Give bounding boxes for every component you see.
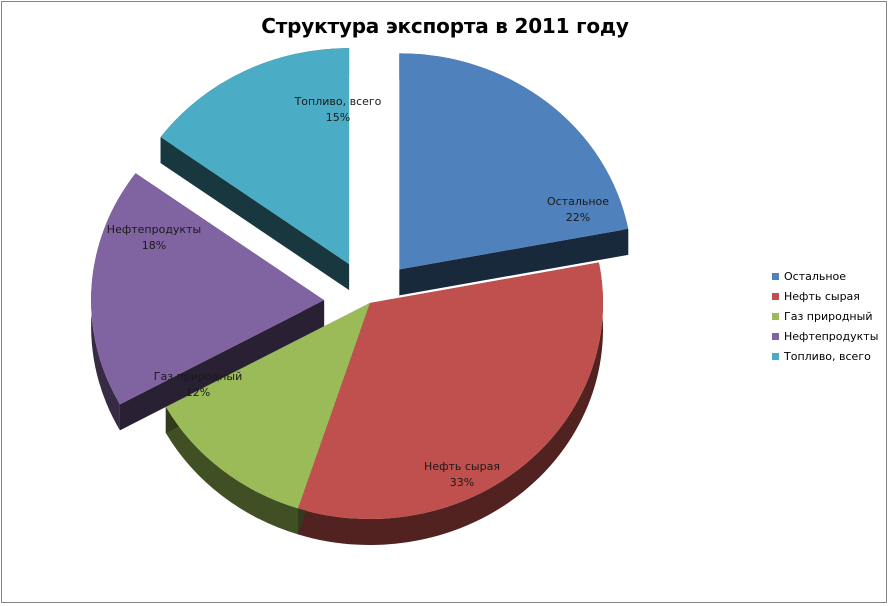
legend-item: Нефтепродукты [772, 326, 878, 346]
legend-label: Нефтепродукты [784, 329, 879, 343]
slice-остальное [399, 53, 629, 270]
slice-percent-label: 15% [326, 111, 350, 124]
slice-нефтепродукты [91, 173, 325, 405]
slice-label: Топливо, всего [294, 95, 382, 108]
slice-depth [297, 262, 603, 545]
slice-топливо-всего [160, 48, 350, 265]
slice-side-wall [160, 137, 350, 291]
slice-газ-природный [165, 303, 370, 509]
legend-item: Нефть сырая [772, 286, 878, 306]
slice-percent-label: 33% [450, 476, 474, 489]
chart-title: Структура экспорта в 2011 году [261, 14, 629, 38]
slice-depth [165, 407, 298, 535]
legend-swatch [772, 272, 779, 280]
legend-swatch [772, 312, 779, 320]
slice-side-wall [119, 300, 325, 431]
slice-label: Остальное [547, 195, 609, 208]
legend-label: Газ природный [784, 309, 873, 323]
legend: Остальное Нефть сырая Газ природный Нефтепр… [772, 266, 878, 366]
legend-swatch [772, 332, 779, 340]
legend-swatch [772, 352, 779, 360]
slice-label: Нефть сырая [424, 460, 500, 473]
legend-item: Газ природный [772, 306, 878, 326]
legend-item: Топливо, всего [772, 346, 878, 366]
slice-side-wall [399, 228, 629, 296]
legend-label: Топливо, всего [784, 349, 871, 363]
slice-percent-label: 12% [186, 386, 210, 399]
slice-percent-label: 22% [566, 211, 590, 224]
legend-item: Остальное [772, 266, 878, 286]
slice-нефть-сырая [297, 262, 603, 520]
legend-swatch [772, 292, 779, 300]
legend-label: Остальное [784, 269, 847, 283]
legend-label: Нефть сырая [784, 289, 860, 303]
slice-label: Газ природный [154, 370, 242, 383]
slice-percent-label: 18% [142, 239, 166, 252]
slice-label: Нефтепродукты [107, 223, 201, 236]
